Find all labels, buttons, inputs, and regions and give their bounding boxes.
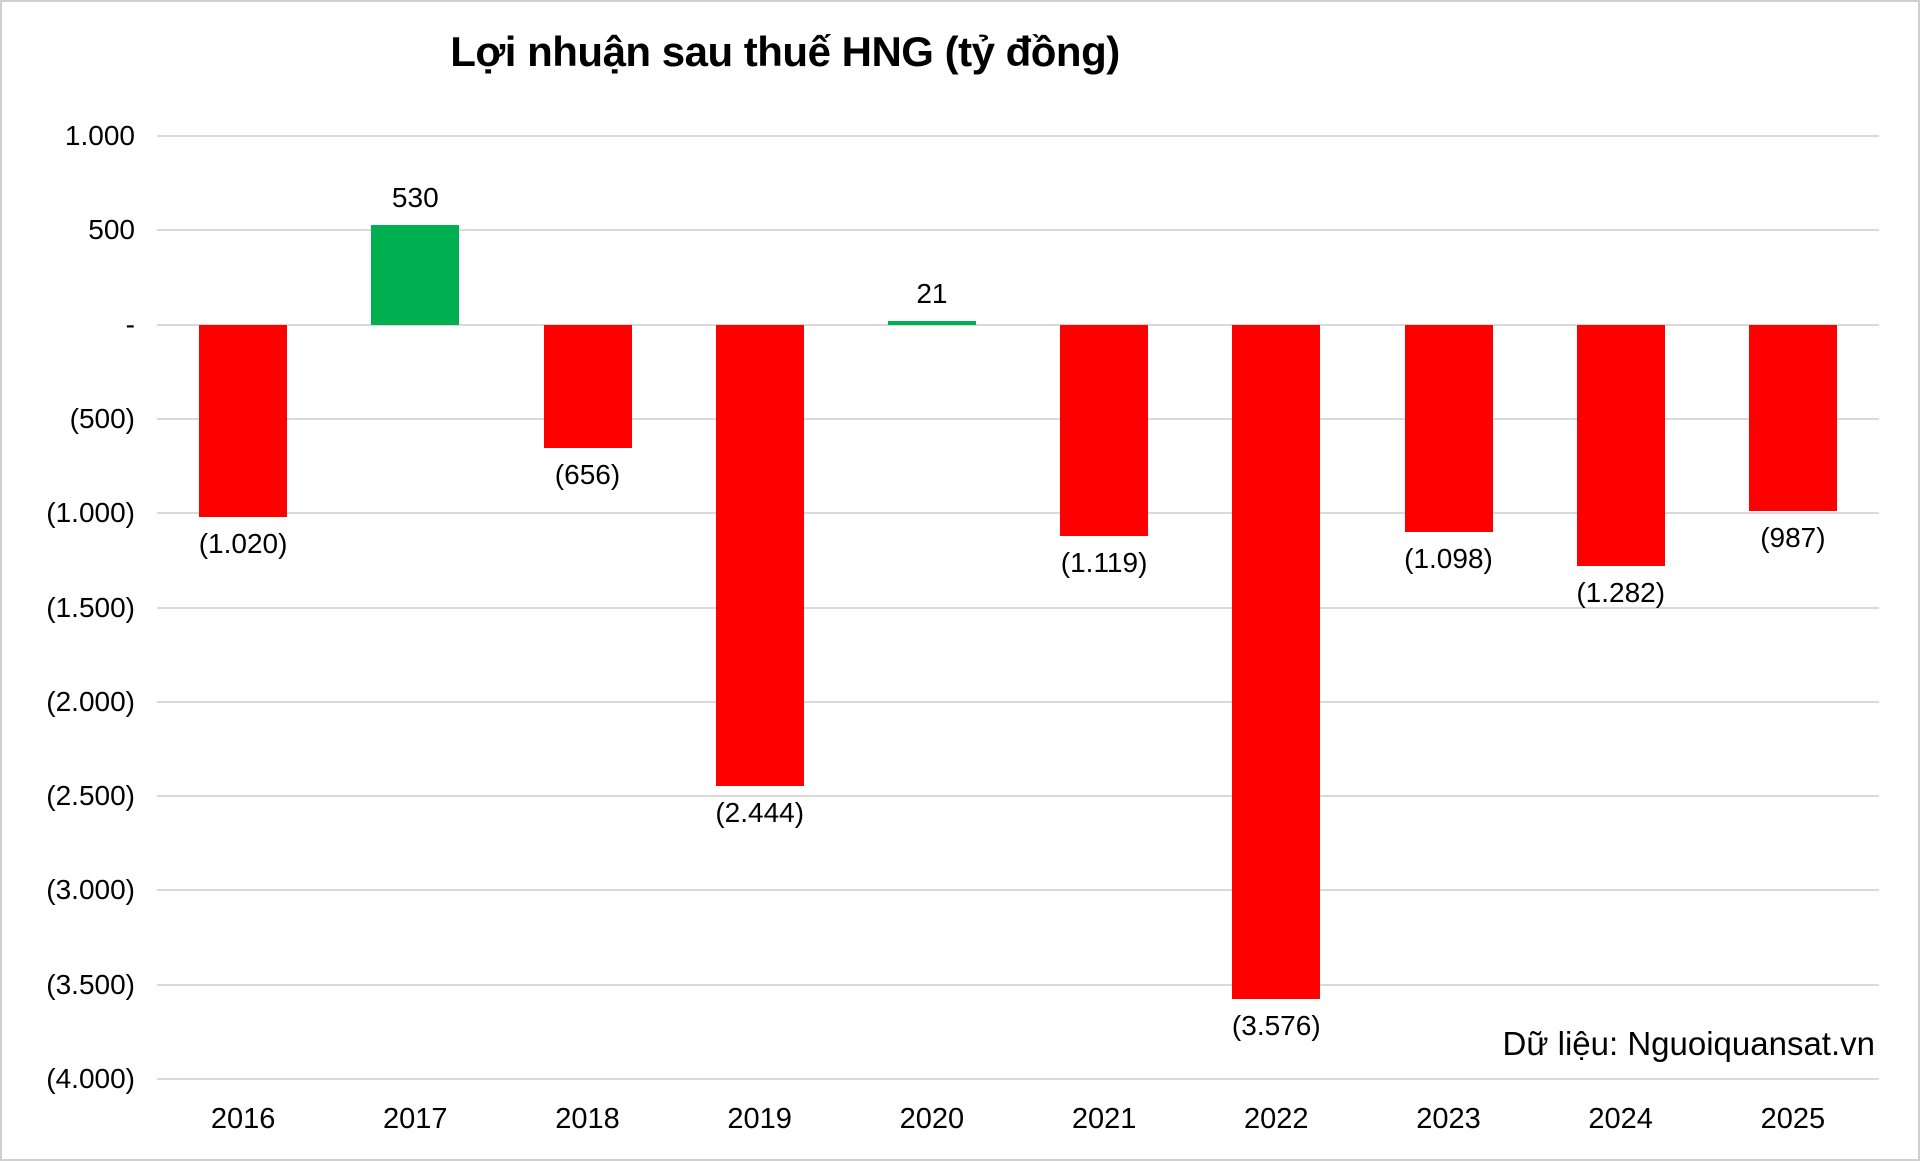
x-axis-label-2019: 2019: [727, 1103, 792, 1135]
gridline: [157, 700, 1879, 703]
y-axis-tick-label: (500): [69, 402, 135, 434]
bar-2017: [371, 224, 460, 325]
bar-value-label-2022: (3.576): [1231, 1010, 1321, 1042]
gridline: [157, 983, 1879, 986]
y-axis-tick-label: (2.000): [46, 685, 135, 717]
gridline: [157, 512, 1879, 515]
bar-2016: [199, 324, 288, 517]
x-axis-label-2017: 2017: [383, 1103, 448, 1135]
bar-value-label-2019: (2.444): [715, 796, 805, 828]
y-axis-tick-label: 500: [88, 214, 135, 246]
chart-title: Lợi nhuận sau thuế HNG (tỷ đồng): [450, 28, 1120, 75]
x-axis-label-2022: 2022: [1244, 1103, 1309, 1135]
gridline: [157, 1078, 1879, 1080]
gridline: [157, 229, 1879, 232]
gridline: [157, 135, 1879, 137]
x-axis-label-2023: 2023: [1416, 1103, 1481, 1135]
bar-value-label-2025: (987): [1760, 521, 1826, 553]
y-axis-tick-label: (4.000): [46, 1063, 135, 1094]
bar-value-label-2020: 21: [916, 277, 948, 309]
bar-2023: [1404, 324, 1493, 532]
bar-value-label-2024: (1.282): [1576, 577, 1666, 609]
x-axis-label-2021: 2021: [1071, 1103, 1137, 1135]
bar-value-label-2018: (656): [554, 459, 621, 491]
source-credit: Dữ liệu: Nguoiquansat.vn: [1502, 1025, 1875, 1062]
bar-2022: [1232, 324, 1321, 1000]
gridline: [157, 889, 1879, 892]
x-axis-label-2016: 2016: [210, 1103, 276, 1135]
x-axis-label-2020: 2020: [899, 1103, 965, 1135]
bar-2024: [1576, 324, 1665, 567]
bar-2018: [543, 324, 632, 449]
y-axis-tick-label: (1.000): [46, 497, 135, 529]
x-axis-label-2024: 2024: [1588, 1103, 1653, 1135]
gridline: [157, 417, 1879, 420]
gridline: [157, 323, 1879, 326]
bar-2021: [1060, 324, 1149, 536]
y-axis-tick-label: (3.000): [46, 874, 135, 906]
y-axis-tick-label: (1.500): [46, 591, 135, 623]
bar-2020: [887, 320, 976, 325]
bar-value-label-2023: (1.098): [1404, 542, 1493, 574]
y-axis-tick-label: 1.000: [64, 120, 135, 151]
bar-value-label-2021: (1.119): [1060, 546, 1148, 578]
bar-value-label-2016: (1.020): [198, 527, 288, 559]
gridline: [157, 795, 1879, 798]
bar-2025: [1748, 324, 1837, 511]
y-axis-tick-label: (3.500): [46, 968, 135, 1000]
bar-2019: [715, 324, 804, 786]
y-axis-tick-label: -: [125, 308, 135, 340]
x-axis-label-2018: 2018: [555, 1103, 620, 1135]
x-axis-label-2025: 2025: [1760, 1103, 1826, 1135]
bar-value-label-2017: 530: [391, 181, 439, 213]
gridline: [157, 606, 1879, 609]
y-axis-tick-label: (2.500): [46, 780, 135, 812]
